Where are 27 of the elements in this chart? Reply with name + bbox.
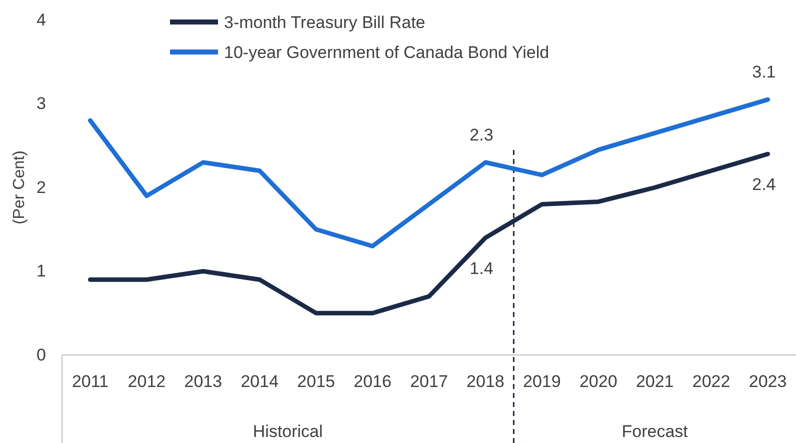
x-tick-label: 2018 bbox=[466, 372, 504, 392]
y-tick-label: 1 bbox=[36, 262, 46, 281]
x-tick-label: 2022 bbox=[692, 372, 730, 392]
x-tick-label: 2020 bbox=[579, 372, 618, 392]
text: Forecast bbox=[622, 422, 688, 441]
y-tick-label: 2 bbox=[36, 178, 46, 197]
y-axis-title: (Per Cent) bbox=[11, 150, 28, 224]
x-tick-label: 2013 bbox=[184, 372, 222, 392]
x-tick-label: 2019 bbox=[523, 372, 561, 392]
legend-label: 10-year Government of Canada Bond Yield bbox=[224, 43, 550, 62]
data-label: 2.3 bbox=[470, 125, 494, 144]
x-tick-label: 2015 bbox=[297, 372, 335, 392]
x-tick-label: 2023 bbox=[748, 372, 787, 392]
x-tick-label: 2021 bbox=[636, 372, 674, 392]
x-tick-label: 2014 bbox=[240, 372, 279, 392]
legend-label: 3-month Treasury Bill Rate bbox=[224, 13, 426, 32]
x-tick-label: 2017 bbox=[410, 372, 448, 392]
x-tick-label: 2011 bbox=[72, 372, 109, 392]
data-label: 2.4 bbox=[752, 175, 776, 194]
data-label: 3.1 bbox=[752, 62, 776, 82]
x-tick-label: 2012 bbox=[128, 372, 166, 392]
y-tick-label: 4 bbox=[36, 10, 46, 30]
y-tick-label: 3 bbox=[36, 94, 46, 114]
data-label: 1.4 bbox=[470, 258, 494, 278]
x-tick-label: 2016 bbox=[354, 372, 392, 392]
text: Historical bbox=[252, 422, 323, 441]
y-tick-label: 0 bbox=[36, 345, 46, 364]
